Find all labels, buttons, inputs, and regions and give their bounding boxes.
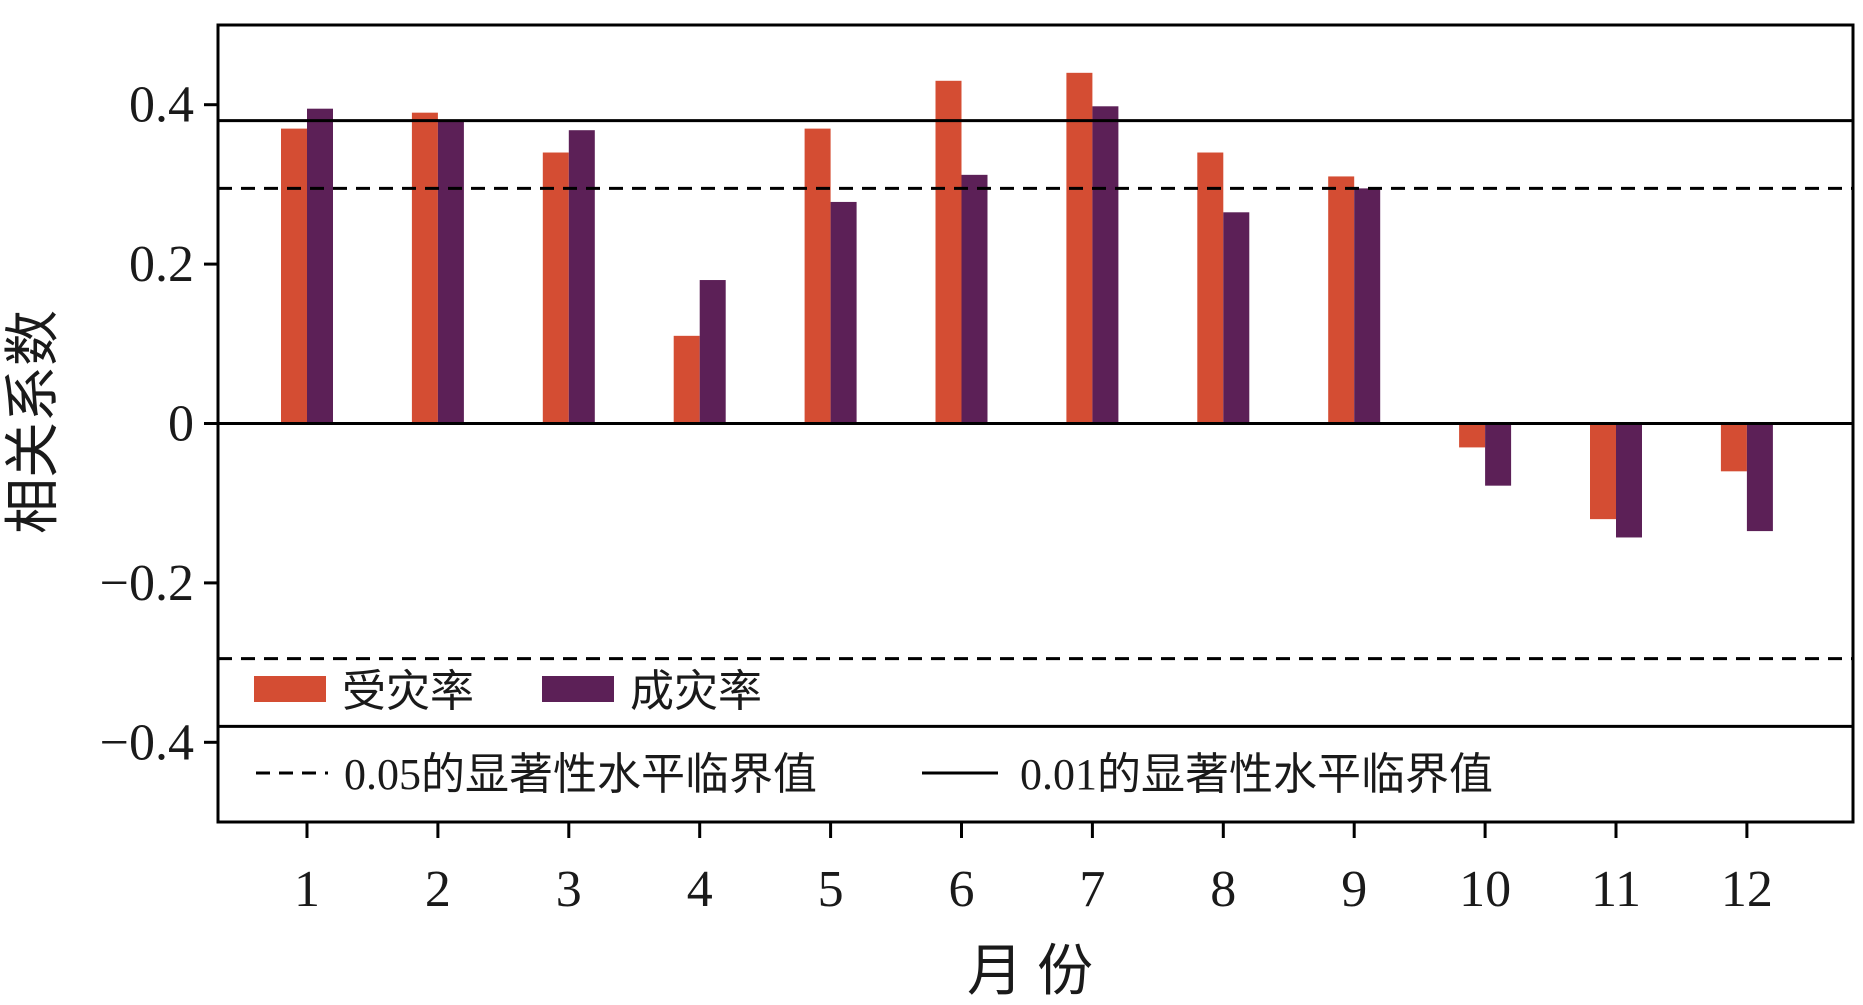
y-tick-label: 0.2: [129, 236, 194, 293]
legend-swatch-series1: [254, 676, 326, 702]
bar-series1-month-5: [804, 128, 831, 424]
bar-series2-month-5: [830, 201, 857, 424]
legend-swatch-series2: [542, 676, 614, 702]
bar-series1-month-3: [542, 152, 569, 424]
x-tick-label: 9: [1341, 861, 1367, 918]
x-axis-label: 月 份: [967, 941, 1093, 1003]
bar-series2-month-7: [1092, 106, 1119, 424]
y-tick-label: −0.2: [100, 555, 194, 612]
bars-layer: [281, 72, 1773, 538]
x-axis-ticks: 1 2 3 4 5 6 7 8 9 10 11 12: [294, 822, 1773, 918]
bar-series2-month-11: [1616, 423, 1642, 538]
x-tick-label: 10: [1459, 861, 1511, 918]
bar-series2-month-10: [1485, 423, 1512, 486]
legend: 受灾率 成灾率 0.05的显著性水平临界值 0.01的显著性水平临界值: [254, 667, 1493, 799]
bar-series1-month-11: [1590, 423, 1616, 520]
bar-series2-month-9: [1354, 188, 1381, 424]
x-tick-label: 8: [1210, 861, 1236, 918]
bar-series1-month-4: [673, 335, 700, 424]
x-tick-label: 3: [556, 861, 582, 918]
bar-series1-month-6: [935, 80, 962, 424]
x-tick-label: 6: [949, 861, 975, 918]
bar-series2-month-8: [1223, 212, 1250, 424]
bar-series2-month-2: [437, 120, 464, 424]
reference-lines-layer: [218, 119, 1853, 728]
bar-series2-month-1: [307, 108, 333, 424]
bar-series1-month-7: [1066, 72, 1093, 424]
y-tick-label: 0.4: [129, 77, 194, 134]
bar-series2-month-3: [568, 130, 595, 424]
legend-label-dashed: 0.05的显著性水平临界值: [344, 750, 817, 799]
bar-series1-month-12: [1720, 423, 1747, 472]
bar-series1-month-8: [1197, 152, 1224, 424]
bar-series1-month-2: [411, 112, 438, 424]
bar-series1-month-1: [281, 128, 307, 424]
x-tick-label: 2: [425, 861, 451, 918]
y-axis-label: 相关系数: [3, 310, 65, 534]
legend-label-solid: 0.01的显著性水平临界值: [1020, 750, 1493, 799]
legend-label-series1: 受灾率: [342, 667, 474, 716]
bar-series1-month-10: [1459, 423, 1486, 448]
x-tick-label: 12: [1721, 861, 1773, 918]
y-axis-ticks: −0.4 −0.2 0 0.2 0.4: [100, 77, 218, 771]
bar-series1-month-9: [1328, 176, 1355, 424]
x-tick-label: 4: [687, 861, 713, 918]
x-tick-label: 7: [1079, 861, 1105, 918]
bar-series2-month-12: [1746, 423, 1773, 532]
bar-series2-month-6: [961, 174, 988, 424]
x-tick-label: 5: [818, 861, 844, 918]
y-tick-label: −0.4: [100, 714, 194, 771]
x-tick-label: 1: [294, 861, 320, 918]
legend-label-series2: 成灾率: [630, 667, 762, 716]
x-tick-label: 11: [1591, 861, 1641, 918]
bar-series2-month-4: [699, 280, 726, 424]
y-tick-label: 0: [168, 396, 194, 453]
